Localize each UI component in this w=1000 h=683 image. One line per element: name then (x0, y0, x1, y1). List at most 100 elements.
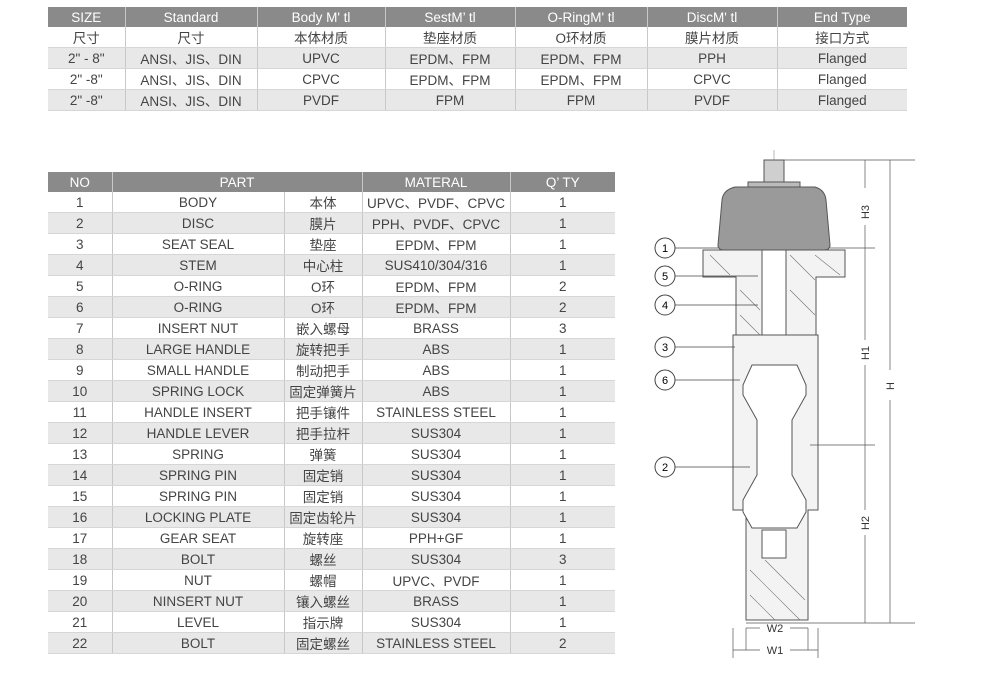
table-cell: 2" -8" (48, 89, 125, 111)
table-row: 21 LEVEL 指示牌 SUS304 1 (48, 611, 616, 633)
table-cell: PPH (646, 47, 777, 69)
svg-text:3: 3 (662, 342, 668, 354)
parts-table: NO PART MATERAL Q’ TY 1 BODY 本体 UPVC、PVDF、C… (48, 172, 616, 654)
table-cell: 固定螺丝 (283, 632, 363, 654)
table-row: 10 SPRING LOCK 固定弹簧片 ABS 1 (48, 380, 616, 402)
table-cell: UPVC、PVDF、CPVC (361, 192, 511, 213)
table-cell: O-RING (111, 296, 284, 318)
table-cell: 2" -8" (48, 68, 125, 90)
table-cell: EPDM、FPM (514, 68, 647, 90)
table-cell: 19 (48, 569, 112, 591)
table-cell: 1 (509, 527, 616, 549)
table-cell: 17 (48, 527, 112, 549)
table-cell: 1 (509, 590, 616, 612)
table-cell: 1 (509, 380, 616, 402)
table-row: 3 SEAT SEAL 垫座 EPDM、FPM 1 (48, 233, 616, 255)
dim-h2: H2 (860, 516, 872, 530)
callout-2: 2 (654, 456, 750, 478)
table-cell: 12 (48, 422, 112, 444)
table-cell: HANDLE INSERT (111, 401, 284, 423)
table-cell: ANSI、JIS、DIN (124, 47, 257, 69)
table-cell: O-RING (111, 275, 284, 297)
table-cell: UPVC、PVDF (361, 569, 511, 591)
spec-header-cell: Standard (124, 7, 257, 27)
table-cell: 15 (48, 485, 112, 507)
table-cell: EPDM、FPM (361, 233, 511, 255)
table-cell: SPRING PIN (111, 464, 284, 486)
table-cell: 16 (48, 506, 112, 528)
dim-w2: W2 (767, 623, 784, 635)
table-cell: 弹簧 (283, 443, 363, 465)
table-cell: 10 (48, 380, 112, 402)
table-cell: DISC (111, 212, 284, 234)
table-cell: 6 (48, 296, 112, 318)
table-cell: CPVC (256, 68, 385, 90)
parts-header-row: NO PART MATERAL Q’ TY (48, 172, 616, 192)
table-cell: O环 (283, 296, 363, 318)
table-cell: 固定销 (283, 485, 363, 507)
spec-table: SIZE Standard Body M' tl SestM’ tl O-RingM' … (48, 7, 907, 111)
table-cell: 镶入螺丝 (283, 590, 363, 612)
spec-subheader-row: 尺寸 尺寸 本体材质 垫座材质 O环材质 膜片材质 接口方式 (48, 27, 907, 48)
table-cell: ABS (361, 359, 511, 381)
table-cell: INSERT NUT (111, 317, 284, 339)
table-cell: 中心柱 (283, 254, 363, 276)
table-cell: SUS304 (361, 506, 511, 528)
table-cell: 把手镶件 (283, 401, 363, 423)
table-cell: 2 (509, 632, 616, 654)
table-cell: CPVC (646, 68, 777, 90)
table-cell: O环 (283, 275, 363, 297)
table-cell: 1 (48, 192, 112, 213)
table-cell: 9 (48, 359, 112, 381)
table-cell: 旋转座 (283, 527, 363, 549)
table-cell: ANSI、JIS、DIN (124, 68, 257, 90)
spec-header-row: SIZE Standard Body M' tl SestM’ tl O-RingM' … (48, 7, 907, 27)
table-cell: 2" - 8" (48, 47, 125, 69)
table-cell: BODY (111, 192, 284, 213)
table-cell: 本体 (283, 192, 363, 213)
table-cell: 4 (48, 254, 112, 276)
table-cell: 固定齿轮片 (283, 506, 363, 528)
table-cell: 2 (509, 275, 616, 297)
table-cell: 本体材质 (256, 27, 385, 48)
table-row: 22 BOLT 固定螺丝 STAINLESS STEEL 2 (48, 632, 616, 654)
table-cell: SUS304 (361, 464, 511, 486)
table-cell: BOLT (111, 632, 284, 654)
valve-section-drawing: H3 H1 H H2 W2 W1 1 5 4 3 6 2 (654, 150, 915, 658)
spec-header-cell: Body M' tl (256, 7, 385, 27)
table-cell: BRASS (361, 317, 511, 339)
table-cell: SMALL HANDLE (111, 359, 284, 381)
table-cell: 3 (509, 548, 616, 570)
table-cell: 膜片 (283, 212, 363, 234)
table-cell: ABS (361, 338, 511, 360)
table-cell: Flanged (776, 47, 907, 69)
callout-3: 3 (654, 336, 735, 358)
table-row: 20 NINSERT NUT 镶入螺丝 BRASS 1 (48, 590, 616, 612)
table-cell: 14 (48, 464, 112, 486)
table-cell: 13 (48, 443, 112, 465)
table-cell: 1 (509, 506, 616, 528)
callout-4: 4 (654, 294, 758, 316)
table-cell: 18 (48, 548, 112, 570)
table-cell: SEAT SEAL (111, 233, 284, 255)
table-cell: 固定弹簧片 (283, 380, 363, 402)
table-cell: EPDM、FPM (361, 275, 511, 297)
table-cell: ANSI、JIS、DIN (124, 89, 257, 111)
table-cell: PVDF (256, 89, 385, 111)
header-qty: Q’ TY (509, 172, 616, 192)
table-cell: Flanged (776, 89, 907, 111)
table-row: 1 BODY 本体 UPVC、PVDF、CPVC 1 (48, 192, 616, 213)
table-row: 18 BOLT 螺丝 SUS304 3 (48, 548, 616, 570)
table-cell: 把手拉杆 (283, 422, 363, 444)
table-row: 15 SPRING PIN 固定销 SUS304 1 (48, 485, 616, 507)
table-cell: 22 (48, 632, 112, 654)
table-cell: 指示牌 (283, 611, 363, 633)
table-cell: O环材质 (514, 27, 647, 48)
callout-1: 1 (654, 237, 718, 259)
table-row: 12 HANDLE LEVER 把手拉杆 SUS304 1 (48, 422, 616, 444)
table-cell: 嵌入螺母 (283, 317, 363, 339)
header-part: PART (111, 172, 363, 192)
table-cell: 螺丝 (283, 548, 363, 570)
table-cell: EPDM、FPM (361, 296, 511, 318)
table-cell: 螺帽 (283, 569, 363, 591)
